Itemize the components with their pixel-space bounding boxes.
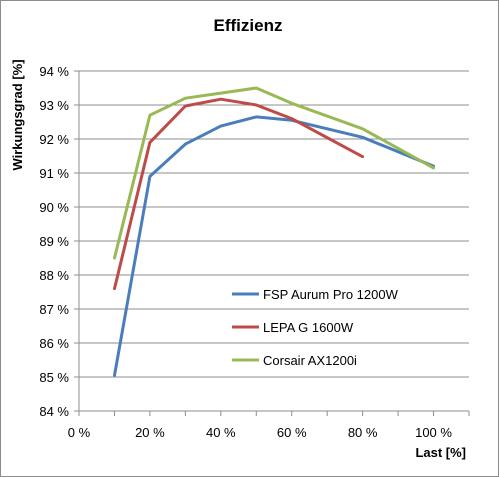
y-tick-label: 92 % <box>39 132 69 147</box>
x-tick-label: 80 % <box>348 425 378 440</box>
x-tick-label: 60 % <box>277 425 307 440</box>
y-tick-label: 87 % <box>39 302 69 317</box>
x-axis-title: Last [%] <box>415 445 466 460</box>
y-tick-label: 88 % <box>39 268 69 283</box>
series-line-3 <box>113 86 435 260</box>
y-tick-label: 84 % <box>39 404 69 419</box>
x-tick-label: 0 % <box>68 425 91 440</box>
chart-title: Effizienz <box>214 16 283 35</box>
x-tick-label: 100 % <box>415 425 452 440</box>
series-line-2 <box>113 97 365 291</box>
y-tick-label: 91 % <box>39 166 69 181</box>
x-tick-label: 20 % <box>135 425 165 440</box>
y-tick-label: 89 % <box>39 234 69 249</box>
y-tick-label: 90 % <box>39 200 69 215</box>
y-tick-label: 93 % <box>39 98 69 113</box>
y-tick-label: 85 % <box>39 370 69 385</box>
series-line-1 <box>113 115 435 377</box>
y-axis: 84 % 85 % 86 % 87 % 88 % 89 % 90 % 91 % 92 % 93 %… <box>39 64 80 419</box>
legend-label: FSP Aurum Pro 1200W <box>263 287 399 302</box>
y-tick-label: 86 % <box>39 336 69 351</box>
gridlines <box>79 70 469 378</box>
x-axis: 0 % 20 % 40 % 60 % 80 % 100 % <box>68 410 470 440</box>
y-tick-label: 94 % <box>39 64 69 79</box>
x-tick-label: 40 % <box>206 425 236 440</box>
y-axis-title: Wirkungsgrad [%] <box>10 59 25 170</box>
legend: FSP Aurum Pro 1200W LEPA G 1600W Corsair A… <box>232 287 399 368</box>
series-lines <box>113 86 435 377</box>
legend-label: Corsair AX1200i <box>263 353 357 368</box>
legend-label: LEPA G 1600W <box>263 320 354 335</box>
